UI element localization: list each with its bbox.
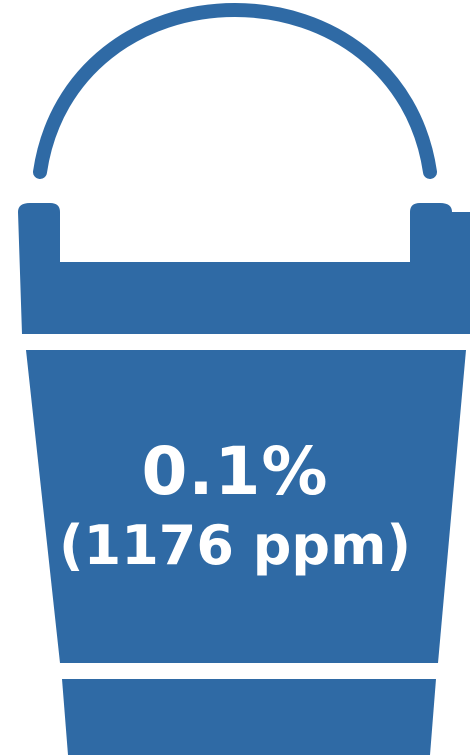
bucket-handle <box>33 2 437 179</box>
percent-text: 0.1% <box>141 433 329 510</box>
ppm-text: (1176 ppm) <box>58 514 412 577</box>
bucket-base <box>62 679 436 755</box>
bucket-body <box>26 350 466 663</box>
bucket-rim <box>18 203 470 334</box>
concentration-label: 0.1% (1176 ppm) <box>0 430 470 578</box>
